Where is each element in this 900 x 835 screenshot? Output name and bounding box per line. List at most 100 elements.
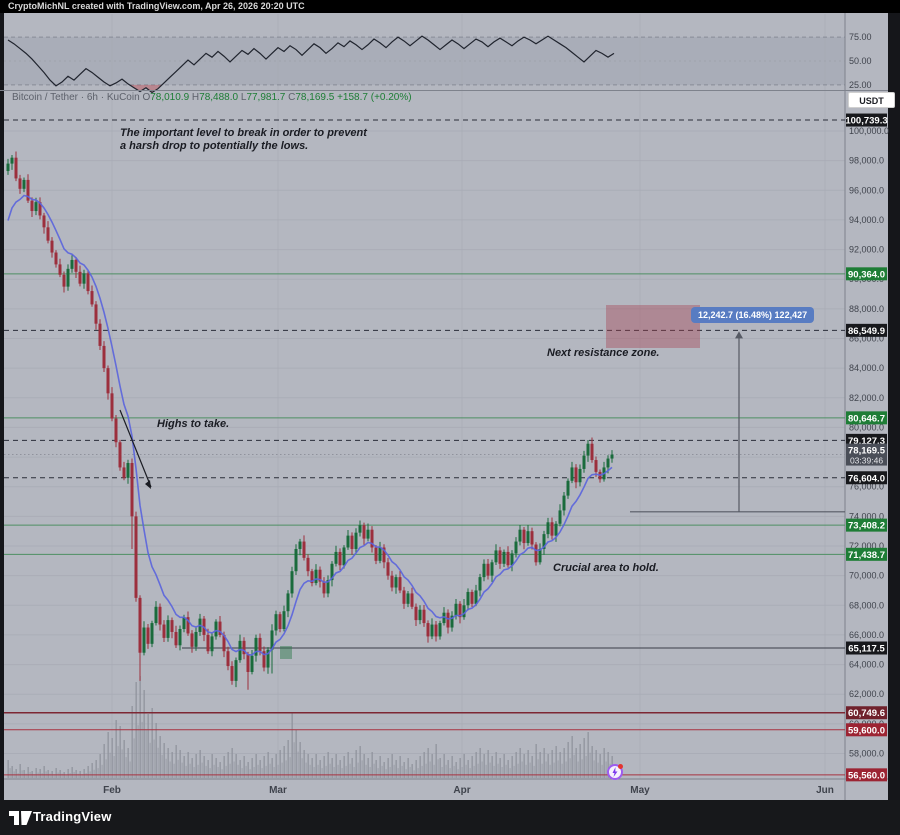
price-tick-label[interactable]: 82,000.0 <box>849 393 884 403</box>
time-label-Feb[interactable]: Feb <box>103 785 121 796</box>
candle-body <box>398 577 402 591</box>
volume-bar <box>165 758 167 778</box>
price-tick-label[interactable]: 68,000.0 <box>849 600 884 610</box>
volume-bar <box>247 762 249 778</box>
volume-bar <box>177 759 179 778</box>
volume-bar <box>409 767 411 778</box>
price-label-56,560.0[interactable] <box>846 768 887 782</box>
currency-toggle-button[interactable]: USDT <box>848 92 895 108</box>
price-tick-label[interactable]: 96,000.0 <box>849 185 884 195</box>
volume-bar <box>319 760 321 778</box>
volume-bar <box>261 768 263 778</box>
tradingview-brand-text[interactable]: TradingView <box>33 809 112 824</box>
price-label-86,549.9[interactable] <box>846 323 887 337</box>
volume-bar <box>327 752 329 778</box>
candle-body <box>426 623 430 637</box>
price-tick-label[interactable]: 72,000.0 <box>849 541 884 551</box>
candle-body <box>58 264 62 275</box>
ohlc-letter: C <box>285 92 296 103</box>
price-label-73,408.2[interactable] <box>846 518 887 532</box>
volume-bar <box>59 770 61 778</box>
price-label-text: 65,117.5 <box>848 644 885 655</box>
price-label-59,600.0[interactable] <box>846 723 887 737</box>
volume-bar <box>315 754 317 778</box>
price-tick-label[interactable]: 70,000.0 <box>849 571 884 581</box>
notification-dot <box>618 764 623 769</box>
price-tick-label[interactable]: 76,000.0 <box>849 482 884 492</box>
price-tick-label[interactable]: 66,000.0 <box>849 630 884 640</box>
candle-body <box>358 525 362 533</box>
candle-body <box>174 631 178 646</box>
price-tick-label[interactable]: 80,000.0 <box>849 422 884 432</box>
price-tick-label[interactable]: 88,000.0 <box>849 304 884 314</box>
price-tick-label[interactable]: 64,000.0 <box>849 660 884 670</box>
time-label-Apr[interactable]: Apr <box>453 785 470 796</box>
rsi-tick-label[interactable]: 25.00 <box>849 80 872 90</box>
volume-bar <box>103 744 105 778</box>
symbol-legend[interactable]: Bitcoin / Tether · 6h · KuCoin O78,010.9… <box>12 92 412 103</box>
moving-average-line[interactable] <box>7 194 613 656</box>
volume-bar <box>239 760 241 778</box>
rsi-tick-label[interactable]: 50.00 <box>849 56 872 66</box>
measure-tool-label[interactable]: 12,242.7 (16.48%) 122,427 <box>691 307 815 323</box>
price-tick-label[interactable]: 100,000.0 <box>849 126 889 136</box>
volume-bar <box>325 765 327 778</box>
annotation-highs-to-take[interactable]: Highs to take. <box>157 418 230 430</box>
volume-bar <box>341 768 343 778</box>
volume-bar <box>395 760 397 778</box>
green-highlight-box[interactable] <box>280 646 292 659</box>
price-label-78,169.5[interactable] <box>846 443 887 466</box>
volume-bar <box>47 770 49 778</box>
price-tick-label[interactable]: 84,000.0 <box>849 363 884 373</box>
price-label-71,438.7[interactable] <box>846 547 887 561</box>
price-tick-label[interactable]: 62,000.0 <box>849 689 884 699</box>
annotation-important-level[interactable]: The important level to break in order to… <box>120 127 367 152</box>
volume-bar <box>599 754 601 778</box>
price-label-76,604.0[interactable] <box>846 471 887 485</box>
price-tick-label[interactable]: 86,000.0 <box>849 333 884 343</box>
volume-bar <box>229 763 231 778</box>
volume-bar <box>257 764 259 778</box>
price-label-60,749.6[interactable] <box>846 706 887 720</box>
volume-bar <box>413 770 415 778</box>
tradingview-logo-icon[interactable] <box>9 810 33 826</box>
volume-bar <box>379 756 381 778</box>
volume-bar <box>425 763 427 778</box>
candle-body <box>14 157 18 179</box>
volume-bar <box>11 766 13 778</box>
price-tick-label[interactable]: 92,000.0 <box>849 245 884 255</box>
candle-body <box>314 569 318 584</box>
volume-bar <box>27 767 29 778</box>
volume-bar <box>305 762 307 778</box>
price-label-90,364.0[interactable] <box>846 267 887 281</box>
resistance-zone-rect[interactable] <box>606 305 700 348</box>
time-label-May[interactable]: May <box>630 785 650 796</box>
candle-body <box>474 590 478 604</box>
candle-body <box>550 522 554 536</box>
price-tick-label[interactable]: 94,000.0 <box>849 215 884 225</box>
price-tick-label[interactable]: 98,000.0 <box>849 156 884 166</box>
volume-bar <box>317 764 319 778</box>
volume-bar <box>371 752 373 778</box>
time-label-Jun[interactable]: Jun <box>816 785 834 796</box>
rsi-tick-label[interactable]: 75.00 <box>849 32 872 42</box>
annotation-next-resistance[interactable]: Next resistance zone. <box>547 347 660 359</box>
volume-bar <box>537 759 539 778</box>
volume-bar <box>343 756 345 778</box>
volume-bar <box>403 762 405 778</box>
annotation-crucial-area[interactable]: Crucial area to hold. <box>553 562 659 574</box>
candle-body <box>46 227 50 241</box>
price-tick-label[interactable]: 74,000.0 <box>849 511 884 521</box>
volume-bar <box>263 756 265 778</box>
price-label-65,117.5[interactable] <box>846 641 887 655</box>
price-label-100,739.3[interactable] <box>846 113 887 127</box>
alert-lightning-icon[interactable] <box>607 764 623 780</box>
volume-bar <box>435 744 437 778</box>
price-label-80,646.7[interactable] <box>846 411 887 425</box>
time-label-Mar[interactable]: Mar <box>269 785 287 796</box>
volume-bar <box>487 750 489 778</box>
price-tick-label[interactable]: 58,000.0 <box>849 748 884 758</box>
volume-bar <box>171 752 173 778</box>
trend-arrow-line[interactable] <box>119 409 152 488</box>
